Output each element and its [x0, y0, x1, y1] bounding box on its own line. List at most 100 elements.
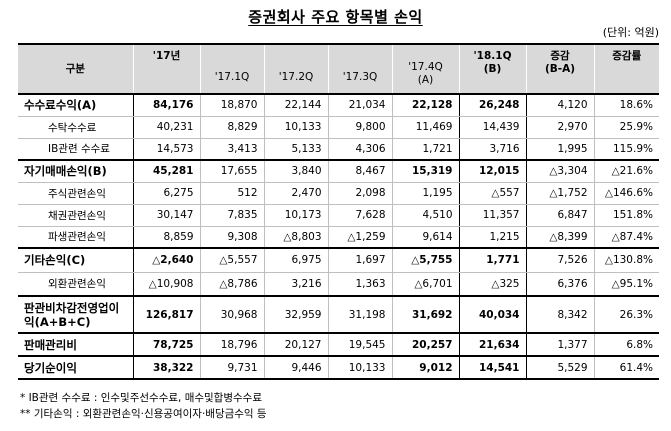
table-row: 자기매매손익(B) 45,281 17,655 3,840 8,467 15,3… — [18, 160, 659, 183]
cell-17-2q: 6,975 — [263, 248, 328, 273]
cell-17-4q: 1,721 — [391, 138, 459, 161]
table-row: 파생관련손익 8,859 9,308 △8,803 △1,259 9,614 1… — [18, 226, 659, 249]
cell-change-rate: 25.9% — [593, 116, 659, 139]
row-label: 수수료수익(A) — [18, 94, 133, 117]
cell-change: 6,376 — [525, 272, 594, 297]
cell-17-2q: 2,470 — [263, 182, 328, 205]
row-label: 판매관리비 — [18, 333, 133, 357]
cell-18-1q: 26,248 — [458, 94, 526, 117]
cell-17-1q: 18,796 — [199, 333, 264, 357]
cell-change-rate: △21.6% — [593, 160, 659, 183]
cell-18-1q: △325 — [458, 272, 526, 297]
cell-17y: 40,231 — [132, 116, 200, 139]
cell-18-1q: 11,357 — [458, 204, 526, 227]
cell-change: 1,995 — [525, 138, 594, 161]
row-label: 파생관련손익 — [18, 226, 133, 249]
header-change-rate: 증감률 — [593, 43, 659, 95]
row-label: 채권관련손익 — [18, 204, 133, 227]
cell-17-4q: 15,319 — [391, 160, 459, 183]
header-18-1q-line1: '18.1Q — [473, 50, 512, 62]
cell-17-3q: 9,800 — [327, 116, 392, 139]
header-18-1q: '18.1Q (B) — [458, 43, 526, 95]
cell-18-1q: 3,716 — [458, 138, 526, 161]
header-change-line1: 증감 — [550, 50, 570, 62]
cell-17y: 45,281 — [132, 160, 200, 183]
row-label: 자기매매손익(B) — [18, 160, 133, 183]
table-row: IB관련 수수료 14,573 3,413 5,133 4,306 1,721 … — [18, 138, 659, 161]
income-table: 구분 '17년 '17.1Q '17.2Q '17.3Q '17.4Q (A) … — [18, 43, 659, 380]
cell-17-1q: 3,413 — [199, 138, 264, 161]
cell-17-2q: 9,446 — [263, 356, 328, 380]
cell-17-1q: 18,870 — [199, 94, 264, 117]
cell-17-4q: 1,195 — [391, 182, 459, 205]
cell-change: 6,847 — [525, 204, 594, 227]
cell-17-2q: 22,144 — [263, 94, 328, 117]
cell-17-4q: 11,469 — [391, 116, 459, 139]
cell-17-4q: △5,755 — [391, 248, 459, 273]
cell-17-3q: 21,034 — [327, 94, 392, 117]
cell-17-2q: △8,803 — [263, 226, 328, 249]
row-label: 판관비차감전영업이익(A+B+C) — [18, 296, 133, 334]
cell-17-4q: 9,614 — [391, 226, 459, 249]
table-row: 수수료수익(A) 84,176 18,870 22,144 21,034 22,… — [18, 94, 659, 117]
row-label: 주식관련손익 — [18, 182, 133, 205]
cell-17y: 6,275 — [132, 182, 200, 205]
cell-17-3q: 10,133 — [327, 356, 392, 380]
cell-17-3q: △1,259 — [327, 226, 392, 249]
cell-17y: 30,147 — [132, 204, 200, 227]
cell-17-3q: 2,098 — [327, 182, 392, 205]
table-row: 기타손익(C) △2,640 △5,557 6,975 1,697 △5,755… — [18, 248, 659, 273]
cell-17-4q: △6,701 — [391, 272, 459, 297]
cell-18-1q: 1,215 — [458, 226, 526, 249]
page-title: 증권회사 주요 항목별 손익 — [0, 6, 671, 27]
header-17-3q: '17.3Q — [327, 43, 392, 95]
header-row: 구분 '17년 '17.1Q '17.2Q '17.3Q '17.4Q (A) … — [18, 43, 659, 95]
cell-17-3q: 1,697 — [327, 248, 392, 273]
header-17-4q-line2: (A) — [417, 74, 434, 86]
cell-18-1q: 1,771 — [458, 248, 526, 273]
cell-change-rate: 6.8% — [593, 333, 659, 357]
cell-17-3q: 31,198 — [327, 296, 392, 334]
cell-17-2q: 3,840 — [263, 160, 328, 183]
header-17-1q: '17.1Q — [199, 43, 264, 95]
table-row: 판관비차감전영업이익(A+B+C) 126,817 30,968 32,959 … — [18, 296, 659, 334]
cell-change: 4,120 — [525, 94, 594, 117]
cell-18-1q: 21,634 — [458, 333, 526, 357]
row-label: 수탁수수료 — [18, 116, 133, 139]
cell-17y: 78,725 — [132, 333, 200, 357]
unit-label: (단위: 억원) — [602, 26, 659, 39]
row-label: 당기순이익 — [18, 356, 133, 380]
cell-17-3q: 1,363 — [327, 272, 392, 297]
cell-17-2q: 32,959 — [263, 296, 328, 334]
table-row: 수탁수수료 40,231 8,829 10,133 9,800 11,469 1… — [18, 116, 659, 139]
table-row: 외환관련손익 △10,908 △8,786 3,216 1,363 △6,701… — [18, 272, 659, 297]
header-17-3q-text: '17.3Q — [342, 70, 378, 83]
cell-change-rate: 151.8% — [593, 204, 659, 227]
cell-17-2q: 20,127 — [263, 333, 328, 357]
cell-17-3q: 8,467 — [327, 160, 392, 183]
header-17-2q: '17.2Q — [263, 43, 328, 95]
cell-17-4q: 31,692 — [391, 296, 459, 334]
cell-17-4q: 9,012 — [391, 356, 459, 380]
cell-change: △8,399 — [525, 226, 594, 249]
cell-change: △1,752 — [525, 182, 594, 205]
cell-change: 1,377 — [525, 333, 594, 357]
cell-18-1q: 40,034 — [458, 296, 526, 334]
cell-change: 8,342 — [525, 296, 594, 334]
table-row: 판매관리비 78,725 18,796 20,127 19,545 20,257… — [18, 333, 659, 357]
cell-17y: 38,322 — [132, 356, 200, 380]
cell-change-rate: 61.4% — [593, 356, 659, 380]
cell-17y: 84,176 — [132, 94, 200, 117]
cell-change-rate: 115.9% — [593, 138, 659, 161]
cell-17-1q: 9,731 — [199, 356, 264, 380]
cell-17-4q: 20,257 — [391, 333, 459, 357]
page-title-text: 증권회사 주요 항목별 손익 — [248, 8, 423, 26]
header-label: 구분 — [18, 43, 133, 95]
footnotes: * IB관련 수수료 : 인수및주선수수료, 매수및합병수수료 ** 기타손익 … — [20, 390, 267, 422]
header-change: 증감 (B-A) — [525, 43, 594, 95]
cell-change-rate: △87.4% — [593, 226, 659, 249]
cell-17y: 8,859 — [132, 226, 200, 249]
cell-17-2q: 3,216 — [263, 272, 328, 297]
header-change-line2: (B-A) — [544, 63, 576, 75]
cell-17-2q: 5,133 — [263, 138, 328, 161]
